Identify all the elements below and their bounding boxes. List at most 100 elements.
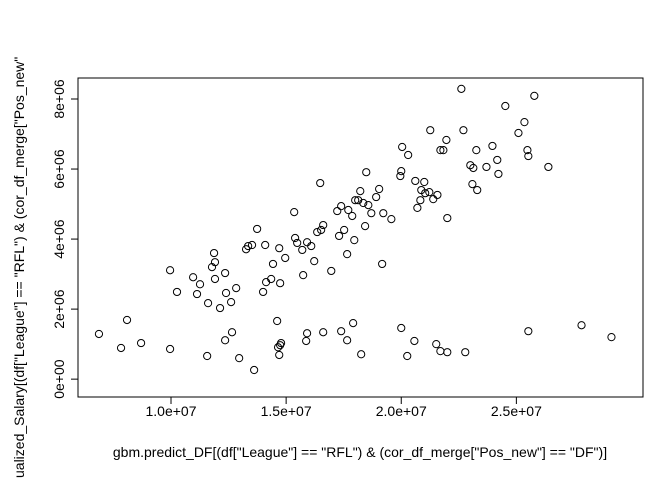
point — [357, 350, 366, 359]
point — [232, 283, 241, 293]
point — [261, 240, 270, 250]
point — [362, 168, 371, 177]
point — [442, 135, 451, 145]
x-tick-label: 1.5e+07 — [261, 403, 312, 419]
point — [493, 155, 502, 165]
point — [387, 215, 396, 224]
point — [466, 161, 475, 170]
point — [469, 163, 478, 173]
point — [250, 365, 259, 375]
point — [361, 222, 370, 231]
point — [482, 162, 491, 172]
point — [310, 257, 319, 266]
point — [165, 344, 175, 354]
point — [221, 288, 231, 298]
y-tick-label: 4e+06 — [51, 219, 67, 259]
point — [281, 253, 290, 263]
point — [275, 350, 284, 360]
point — [432, 340, 441, 349]
point — [494, 169, 503, 179]
point — [221, 336, 230, 345]
point — [302, 336, 311, 346]
point — [302, 329, 312, 338]
point — [313, 227, 322, 237]
point — [192, 289, 202, 299]
x-tick-label: 1.0e+07 — [146, 403, 197, 419]
point — [244, 241, 253, 251]
point — [268, 259, 278, 269]
point — [136, 338, 146, 348]
point — [189, 273, 198, 282]
point — [337, 202, 346, 211]
point — [349, 319, 358, 328]
point — [524, 327, 533, 336]
point — [523, 146, 532, 155]
point — [429, 195, 438, 204]
point — [209, 248, 219, 258]
point — [344, 205, 353, 215]
point — [116, 343, 126, 353]
point — [337, 327, 346, 336]
point — [298, 245, 307, 255]
point — [316, 178, 325, 188]
point — [195, 280, 205, 289]
point — [210, 258, 220, 267]
point — [421, 189, 430, 198]
point — [410, 336, 419, 346]
point — [461, 348, 470, 357]
point — [203, 299, 213, 308]
point — [420, 177, 429, 187]
y-tick-label: 8e+06 — [51, 79, 67, 119]
point — [235, 354, 244, 363]
point — [307, 241, 316, 251]
point — [530, 91, 539, 100]
point — [275, 244, 284, 253]
point — [350, 236, 359, 245]
point — [267, 274, 276, 284]
point — [413, 203, 422, 213]
point — [259, 287, 268, 297]
point — [378, 259, 387, 269]
point — [397, 167, 406, 176]
point — [273, 343, 283, 352]
point — [317, 225, 326, 235]
point — [319, 328, 328, 337]
point — [276, 279, 285, 288]
point — [411, 176, 420, 186]
point — [319, 220, 328, 230]
point — [439, 146, 448, 155]
point — [299, 271, 308, 280]
point — [443, 213, 452, 223]
point — [354, 196, 363, 205]
point — [327, 266, 336, 276]
point — [367, 209, 376, 218]
x-tick-label: 2.5e+07 — [491, 403, 542, 419]
point — [253, 224, 262, 234]
point — [333, 206, 342, 216]
point — [172, 287, 182, 297]
point — [359, 198, 368, 208]
point — [290, 208, 299, 217]
point — [426, 126, 435, 135]
point — [472, 146, 481, 155]
point — [398, 142, 407, 152]
point — [372, 192, 381, 202]
point — [356, 187, 365, 196]
point — [122, 315, 132, 325]
point — [416, 196, 425, 205]
y-tick-label: 2e+06 — [51, 289, 67, 329]
point — [379, 209, 388, 218]
point — [348, 211, 357, 221]
point — [403, 351, 412, 361]
point — [227, 298, 236, 307]
point — [488, 141, 497, 151]
point — [165, 266, 175, 275]
point — [215, 303, 225, 313]
x-axis-label: gbm.predict_DF[(df["League"] == "RFL") &… — [113, 444, 607, 460]
point — [457, 84, 466, 93]
point — [247, 240, 257, 250]
x-tick-label: 2.0e+07 — [376, 403, 427, 419]
point — [501, 101, 510, 111]
point — [343, 250, 352, 259]
